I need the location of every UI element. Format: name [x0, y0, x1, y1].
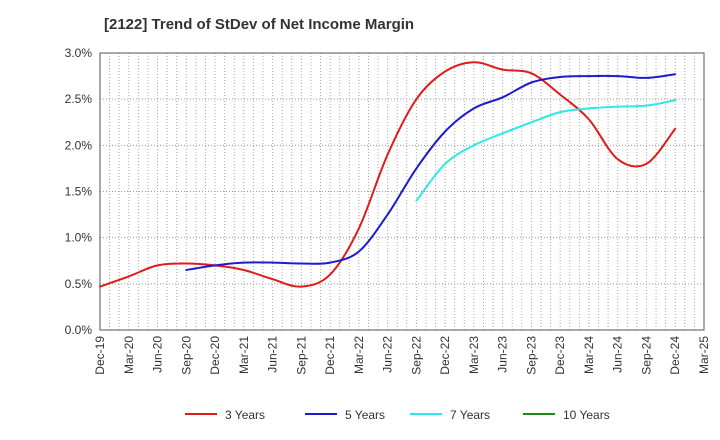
x-tick-label: Dec-22	[438, 336, 452, 375]
x-tick-label: Mar-20	[122, 336, 136, 374]
x-tick-label: Sep-23	[524, 336, 538, 375]
plot-area-frame	[99, 52, 705, 331]
legend-label-7-years: 7 Years	[450, 408, 490, 422]
y-tick-label: 2.5%	[65, 92, 93, 106]
grid	[100, 53, 704, 330]
y-tick-label: 2.0%	[65, 138, 93, 152]
y-axis-tick-labels: 0.0% 0.5% 1.0% 1.5% 2.0% 2.5% 3.0%	[65, 46, 93, 337]
y-tick-label: 0.0%	[65, 323, 93, 337]
x-tick-label: Mar-21	[237, 336, 251, 374]
x-tick-label: Jun-22	[381, 336, 395, 373]
series-line-7-years	[415, 99, 677, 202]
legend: 3 Years 5 Years 7 Years 10 Years	[185, 408, 610, 422]
x-tick-label: Mar-24	[582, 336, 596, 374]
x-tick-label: Jun-23	[496, 336, 510, 373]
x-tick-label: Sep-20	[179, 336, 193, 375]
x-tick-label: Dec-23	[553, 336, 567, 375]
x-tick-label: Dec-21	[323, 336, 337, 375]
y-tick-label: 0.5%	[65, 277, 93, 291]
chart-title: [2122] Trend of StDev of Net Income Marg…	[104, 16, 415, 33]
series-lines	[99, 61, 677, 288]
legend-label-5-years: 5 Years	[345, 408, 385, 422]
x-tick-label: Jun-21	[266, 336, 280, 373]
x-tick-label: Mar-22	[352, 336, 366, 374]
x-tick-label: Mar-25	[697, 336, 711, 374]
y-tick-label: 1.0%	[65, 231, 93, 245]
x-tick-label: Dec-20	[208, 336, 222, 375]
x-tick-label: Jun-20	[151, 336, 165, 373]
x-tick-label: Sep-21	[294, 336, 308, 375]
x-tick-label: Mar-23	[467, 336, 481, 374]
series-line-5-years	[185, 73, 677, 271]
x-tick-label: Dec-24	[668, 336, 682, 375]
x-tick-label: Sep-22	[409, 336, 423, 375]
legend-label-3-years: 3 Years	[225, 408, 265, 422]
x-tick-label: Sep-24	[639, 336, 653, 375]
legend-label-10-years: 10 Years	[563, 408, 610, 422]
x-tick-label: Jun-24	[611, 336, 625, 373]
x-tick-label: Dec-19	[93, 336, 107, 375]
y-tick-label: 1.5%	[65, 185, 93, 199]
series-line-3-years	[99, 61, 677, 288]
x-axis-tick-labels: Dec-19 Mar-20 Jun-20 Sep-20 Dec-20 Mar-21 Jun-…	[93, 336, 711, 375]
y-tick-label: 3.0%	[65, 46, 93, 60]
